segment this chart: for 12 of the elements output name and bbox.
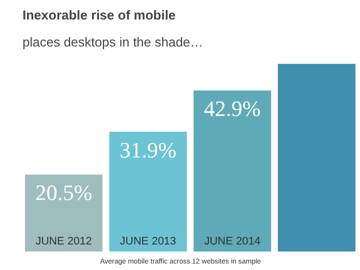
bar bbox=[194, 90, 272, 252]
bar bbox=[109, 132, 187, 252]
bar bbox=[24, 174, 103, 252]
x-tick-label: JUNE 2012 bbox=[36, 236, 92, 248]
data-label: 42.9% bbox=[204, 96, 261, 122]
chart-subtitle: places desktops in the shade… bbox=[22, 34, 204, 50]
data-label: 20.5% bbox=[35, 180, 92, 206]
chart-title: Inexorable rise of mobile bbox=[22, 8, 176, 22]
bar bbox=[278, 64, 356, 252]
x-tick-label: JUNE 2013 bbox=[120, 236, 176, 248]
data-label: 31.9% bbox=[120, 137, 176, 162]
x-tick-label: JUNE 2014 bbox=[204, 236, 260, 248]
